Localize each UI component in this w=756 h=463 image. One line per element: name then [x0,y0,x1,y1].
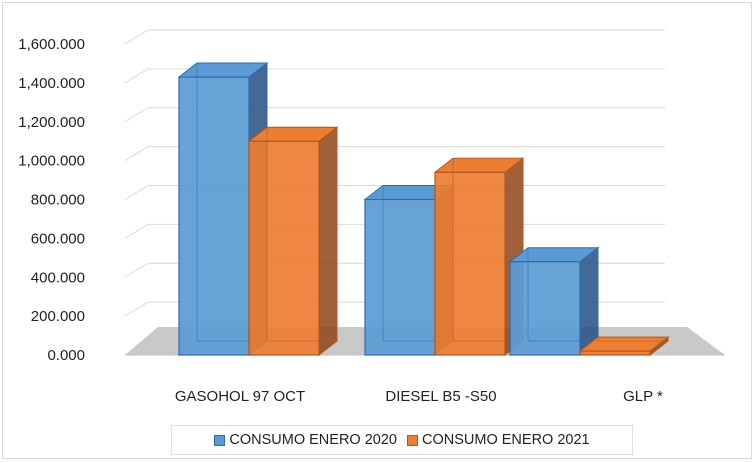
y-tick-label: 800.000 [31,192,85,209]
x-category-label: GLP * [623,388,663,405]
x-category-label: GASOHOL 97 OCT [175,388,305,405]
legend-label-series-2: CONSUMO ENERO 2021 [422,432,590,448]
y-tick-label: 200.000 [31,308,85,325]
gridline-diagonal [124,68,149,84]
chart-frame: 0.000 200.000 400.000 600.000 800.000 1,000.0… [2,2,752,459]
gridline-diagonal [124,301,149,317]
y-axis: 0.000 200.000 400.000 600.000 800.000 1,000.0… [18,36,85,364]
bar-back-edge [382,185,453,342]
gridline-diagonal [124,146,149,162]
bar-chart: 0.000 200.000 400.000 600.000 800.000 1,000.0… [18,29,725,405]
y-tick-label: 400.000 [31,269,85,286]
bar-front [248,140,320,356]
bars [177,62,670,357]
bar-back-edge [196,63,267,342]
x-axis: GASOHOL 97 OCT DIESEL B5 -S50 GLP * [175,388,663,405]
bar-front [509,261,581,356]
y-tick-label: 0.000 [47,347,85,364]
y-tick-label: 1,000.000 [18,153,85,170]
legend: CONSUMO ENERO 2020 CONSUMO ENERO 2021 [171,425,633,455]
legend-item-series-1: CONSUMO ENERO 2020 [214,432,397,448]
bar-back-edge [266,127,337,342]
bar-side [318,126,338,357]
legend-swatch-series-1 [214,434,226,446]
legend-swatch-series-2 [407,434,418,446]
bar-front [579,350,651,356]
bar-2-1 [247,126,339,357]
gridline-diagonal [124,223,149,239]
bar-2-3 [578,336,670,357]
bar-front [434,171,506,356]
bar-front [178,76,250,356]
gridline-diagonal [124,262,149,278]
bar-back-edge [452,158,523,342]
y-tick-label: 1,400.000 [18,75,85,92]
legend-item-series-2: CONSUMO ENERO 2021 [407,432,590,448]
gridline-diagonal [124,107,149,123]
bar-back-edge [527,247,598,342]
gridline-diagonal [124,185,149,200]
y-tick-label: 1,600.000 [18,36,85,53]
bar-front [364,198,436,356]
legend-label-series-1: CONSUMO ENERO 2020 [229,432,397,448]
bar-back-edge [597,337,668,342]
gridline-diagonal [124,29,149,45]
x-category-label: DIESEL B5 -S50 [385,388,496,405]
y-tick-label: 1,200.000 [18,114,85,131]
y-tick-label: 600.000 [31,230,85,247]
bar-1-3 [508,246,600,357]
